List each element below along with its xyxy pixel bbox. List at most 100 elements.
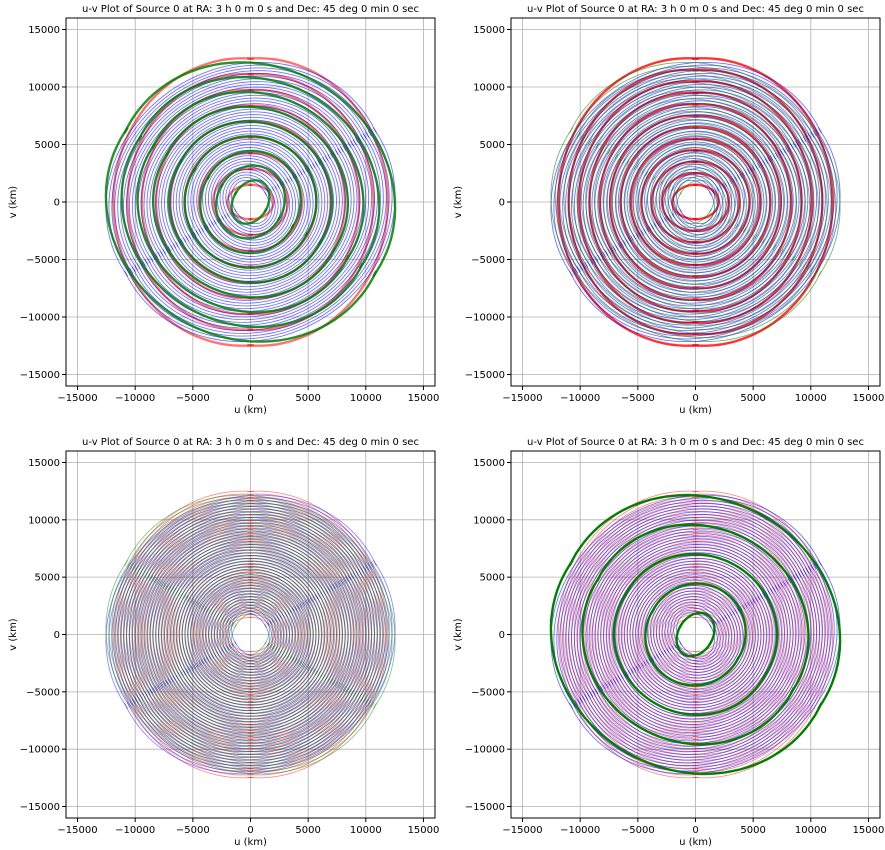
uv-track [198,574,311,666]
uv-track [224,613,253,656]
uv-track [638,167,762,268]
y-tick-label: 10000 [28,515,60,526]
uv-track [219,164,287,221]
uv-track [617,155,785,290]
uv-track [154,577,361,742]
y-tick-label: 5000 [480,140,505,151]
uv-track [136,567,381,761]
uv-track [136,134,381,329]
uv-track [203,173,305,257]
uv-track [178,120,334,245]
uv-track [565,508,810,702]
x-tick-label: −10000 [115,825,155,836]
uv-track [154,527,361,692]
uv-track [183,167,309,270]
uv-track [692,499,826,770]
uv-track [658,182,728,241]
uv-track [207,590,288,657]
uv-track [247,546,338,723]
uv-track [588,82,819,266]
uv-track [226,619,279,665]
chart-panel-4: −15000 −10000 −5000 0 5000 10000 15000 −15000 −1… [453,437,884,848]
uv-track [144,139,373,321]
uv-track [247,549,336,720]
y-tick-label: 15000 [473,458,505,469]
uv-track [597,538,781,686]
uv-track [195,571,314,668]
uv-track [170,544,343,683]
uv-track [247,517,365,752]
x-tick-label: 5000 [295,825,320,836]
uv-track [140,577,347,742]
x-tick-label: −5000 [621,393,655,404]
uv-track [693,137,762,267]
x-tick-label: −10000 [560,393,600,404]
uv-track [123,569,362,758]
uv-track [693,149,751,255]
uv-track [629,137,698,267]
uv-track [228,609,270,647]
uv-track [128,83,357,265]
uv-track [190,598,320,703]
uv-track [671,171,724,217]
uv-track [200,172,308,260]
uv-track [603,544,776,683]
uv-track [576,564,832,766]
uv-track [155,541,334,684]
uv-track [692,496,828,773]
uv-track [648,147,750,231]
uv-track [152,151,337,299]
uv-track [615,154,788,293]
uv-track [192,578,253,691]
chart-title: u-v Plot of Source 0 at RA: 3 h 0 m 0 s … [82,437,419,448]
uv-track [572,138,803,322]
uv-track [247,525,357,744]
uv-track [620,589,782,720]
chart-title: u-v Plot of Source 0 at RA: 3 h 0 m 0 s … [527,437,864,448]
uv-track [198,170,311,263]
uv-track [208,609,299,684]
uv-track [188,597,323,706]
chart-panel-1: −15000 −10000 −5000 0 5000 10000 15000 −15000 −1… [8,4,439,416]
uv-track [647,152,738,228]
uv-track [692,114,783,290]
uv-track [221,598,285,653]
uv-track [603,111,776,250]
series-2 [550,494,841,775]
uv-track [671,189,716,229]
uv-track [247,564,322,705]
y-tick-label: −15000 [20,370,60,381]
uv-track [229,620,276,663]
uv-track [628,167,754,269]
uv-track [231,622,273,660]
uv-track [247,566,320,703]
uv-track [184,568,308,669]
uv-track [181,566,254,703]
uv-track [588,97,789,258]
uv-track [570,513,804,699]
uv-track [664,601,723,651]
uv-track [231,612,267,646]
uv-track [146,533,342,689]
uv-track [149,142,367,315]
uv-track [598,103,699,301]
y-tick-label: 5000 [35,140,60,151]
x-tick-label: −10000 [115,393,155,404]
uv-track [550,127,822,343]
uv-track [164,589,326,720]
uv-track [203,590,253,679]
uv-track [200,577,308,665]
uv-track [152,538,336,686]
uv-track [641,173,743,257]
uv-track [574,563,835,769]
uv-track [622,158,780,285]
uv-track [221,616,285,671]
uv-track [207,612,288,679]
series-3 [105,494,396,775]
uv-track [598,151,781,298]
uv-track [216,616,280,671]
x-tick-label: 0 [247,825,253,836]
uv-track [139,520,254,749]
uv-track [128,516,357,698]
